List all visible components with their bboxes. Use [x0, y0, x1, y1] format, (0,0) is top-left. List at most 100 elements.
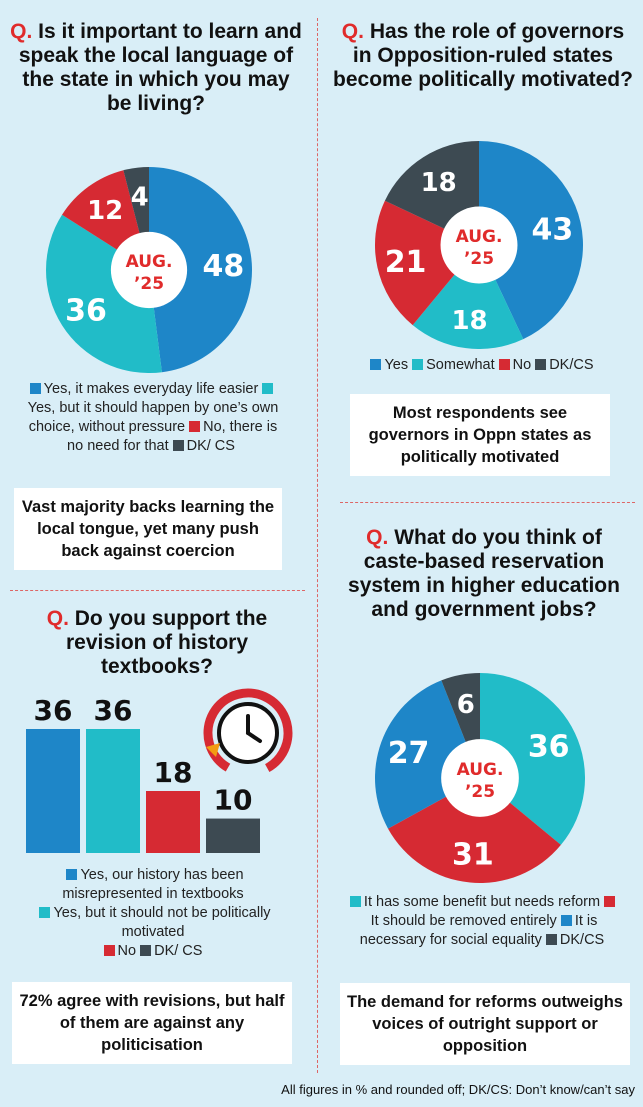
q3-bar-label-0: 36 [34, 694, 73, 727]
legend-q3-item-2: No [103, 943, 137, 959]
legend-q3-label-1: Yes, but it should not be politically mo… [53, 905, 271, 940]
q3-bar-3 [206, 818, 260, 853]
left-divider [10, 590, 305, 591]
q4-panel: Q. What do you think of caste-based rese… [334, 526, 634, 622]
q4-center [441, 739, 519, 817]
legend-q1-label-1: Yes, but it should happen by one’s own c… [27, 400, 279, 435]
q1-question-text: Is it important to learn and speak the l… [18, 20, 302, 115]
q1-slice-label-3: 4 [131, 182, 149, 212]
q1-legend: Yes, it makes everyday life easier Yes, b… [22, 380, 284, 456]
q4-legend: It has some benefit but needs reform It s… [346, 893, 622, 950]
q2-question: Q. Has the role of governors in Oppositi… [330, 20, 636, 92]
q3-bar-label-3: 10 [214, 784, 253, 817]
q3-question-text: Do you support the revision of history t… [65, 607, 268, 678]
legend-q4-item-0: It has some benefit but needs reform [349, 894, 601, 910]
legend-q2-item-2: No [498, 357, 532, 373]
q4-center-label-1: ’25 [465, 782, 495, 802]
q2-q-mark: Q. [341, 20, 364, 43]
legend-q4-item-3: DK/CS [545, 932, 605, 948]
legend-q4-swatch-0 [349, 896, 361, 907]
q2-slice-label-2: 21 [385, 245, 427, 280]
q2-center-label-1: ’25 [464, 249, 494, 269]
q1-takeaway: Vast majority backs learning the local t… [14, 488, 282, 570]
q4-slice-0 [480, 673, 585, 845]
q3-legend: Yes, our history has been misrepresented… [20, 866, 290, 961]
q3-bar-label-1: 36 [94, 694, 133, 727]
q1-slice-label-2: 12 [87, 196, 123, 226]
legend-q3-swatch-3 [140, 945, 152, 956]
q2-donut: 43 18 21 18 AUG. ’25 [375, 141, 583, 349]
legend-q4-swatch-3 [545, 934, 557, 945]
legend-q4-label-2: It is necessary for social equality [359, 913, 598, 948]
q1-donut: 48 36 12 4 AUG. ’25 [46, 167, 252, 373]
legend-q3-label-0: Yes, our history has been misrepresented… [62, 867, 244, 902]
q2-slice-label-0: 43 [532, 212, 574, 247]
q1-q-mark: Q. [10, 20, 33, 43]
q2-slice-1 [412, 245, 524, 349]
right-divider [340, 502, 635, 503]
q2-slice-2 [375, 200, 479, 326]
q4-takeaway: The demand for reforms outweighs voices … [340, 983, 630, 1065]
legend-q3-label-2: No [117, 943, 137, 959]
legend-q2-swatch-2 [498, 359, 510, 370]
legend-q4-item-2: It is necessary for social equality [360, 913, 598, 948]
legend-q1-label-3: DK/ CS [186, 438, 235, 454]
q1-panel: Q. Is it important to learn and speak th… [8, 20, 304, 116]
legend-q4-label-3: DK/CS [559, 932, 605, 948]
legend-q2-swatch-3 [535, 359, 547, 370]
q4-donut: 36 31 27 6 AUG. ’25 [375, 673, 585, 883]
q4-slice-label-0: 36 [528, 729, 570, 764]
legend-q1-item-0: Yes, it makes everyday life easier [29, 381, 259, 397]
legend-q4-label-0: It has some benefit but needs reform [363, 894, 601, 910]
legend-q3-item-1: Yes, but it should not be politically mo… [39, 905, 271, 940]
q2-panel: Q. Has the role of governors in Oppositi… [330, 20, 636, 92]
q1-center-label-0: AUG. [126, 252, 173, 272]
q2-center-label-0: AUG. [456, 227, 503, 247]
legend-q2-label-0: Yes [384, 357, 409, 373]
legend-q3-swatch-1 [39, 907, 51, 918]
legend-q1-item-3: DK/ CS [172, 438, 235, 454]
legend-q3-swatch-0 [66, 869, 78, 880]
q2-slice-label-3: 18 [421, 168, 457, 198]
legend-q2-label-3: DK/CS [549, 357, 594, 373]
clock-icon [203, 688, 293, 778]
legend-q1-swatch-2 [189, 421, 201, 432]
legend-q2-label-2: No [512, 357, 532, 373]
q2-slice-label-1: 18 [451, 306, 487, 336]
q3-bar-chart: 36 36 18 10 [26, 694, 260, 853]
q1-slice-label-0: 48 [203, 249, 245, 284]
legend-q4-label-1: It should be removed entirely [370, 913, 557, 929]
legend-q2-swatch-1 [412, 359, 424, 370]
legend-q4-swatch-2 [560, 915, 572, 926]
q3-panel: Q. Do you support the revision of histor… [12, 607, 302, 679]
vertical-divider [317, 18, 318, 1073]
legend-q2-swatch-0 [370, 359, 382, 370]
legend-q2-item-1: Somewhat [412, 357, 495, 373]
legend-q3-swatch-2 [103, 945, 115, 956]
q2-legend: Yes Somewhat No DK/CS [334, 356, 634, 375]
legend-q1-label-0: Yes, it makes everyday life easier [43, 381, 259, 397]
q3-q-mark: Q. [46, 607, 69, 630]
legend-q3-label-3: DK/ CS [154, 943, 203, 959]
legend-q1-swatch-0 [29, 383, 41, 394]
q3-bar-2 [146, 791, 200, 853]
q2-slice-0 [479, 141, 583, 340]
legend-q1-swatch-1 [262, 383, 274, 394]
q4-slice-label-1: 31 [452, 837, 494, 872]
legend-q4-item-1: It should be removed entirely [371, 894, 618, 929]
legend-q2-label-1: Somewhat [426, 357, 495, 373]
q1-slice-0 [149, 167, 252, 373]
legend-q1-swatch-3 [172, 440, 184, 451]
legend-q3-item-3: DK/ CS [140, 943, 202, 959]
q1-slice-label-1: 36 [65, 294, 107, 329]
q4-slice-label-3: 6 [457, 690, 475, 720]
q4-slice-label-2: 27 [388, 736, 430, 771]
q1-question: Q. Is it important to learn and speak th… [8, 20, 304, 116]
q1-center-label-1: ’25 [134, 274, 164, 294]
q4-question-text: What do you think of caste-based reserva… [348, 526, 620, 621]
q2-center [440, 206, 518, 284]
q4-slice-1 [387, 778, 561, 883]
legend-q1-item-2: No, there is no need for that [67, 419, 277, 454]
q1-center [110, 231, 188, 309]
q3-takeaway: 72% agree with revisions, but half of th… [12, 982, 292, 1064]
